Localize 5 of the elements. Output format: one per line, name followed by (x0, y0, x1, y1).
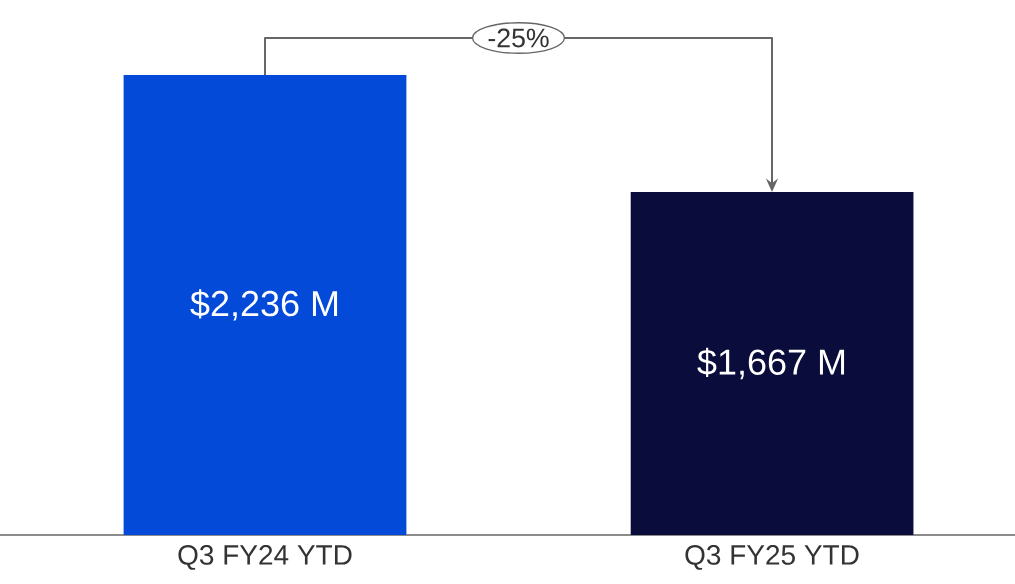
data-label: $2,236 M (190, 289, 338, 321)
x-tick-label: Q3 FY24 YTD (178, 545, 352, 570)
data-label: $1,667 M (697, 347, 845, 380)
text: -25% (488, 28, 549, 48)
x-tick-label: Q3 FY25 YTD (685, 545, 859, 570)
